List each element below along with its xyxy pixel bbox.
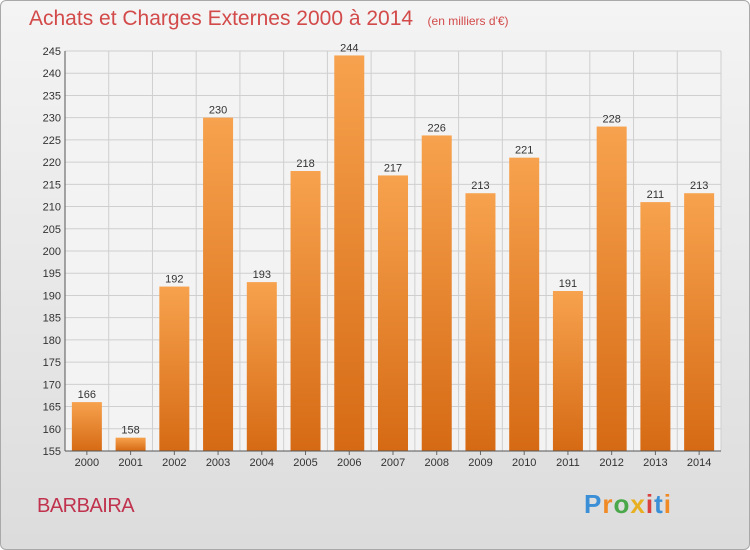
- x-tick-label: 2001: [118, 457, 142, 469]
- x-tick-label: 2014: [687, 457, 711, 469]
- brand-letter: t: [654, 489, 664, 519]
- y-tick-label: 160: [43, 424, 61, 436]
- x-tick-label: 2012: [599, 457, 623, 469]
- y-tick-label: 155: [43, 446, 61, 458]
- y-tick-label: 190: [43, 290, 61, 302]
- x-tick-label: 2000: [75, 457, 99, 469]
- y-tick-label: 180: [43, 335, 61, 347]
- y-tick-label: 235: [43, 90, 61, 102]
- labels: 155 160 165 170 175 180 185 190 195 200 205 210 215 2…: [43, 42, 712, 469]
- axes: [64, 51, 721, 455]
- bar: [684, 193, 715, 451]
- chart-title: Achats et Charges Externes 2000 à 2014: [29, 7, 414, 30]
- x-tick-label: 2006: [337, 457, 361, 469]
- y-tick-label: 240: [43, 68, 61, 80]
- bar-value-label: 213: [471, 180, 489, 192]
- y-tick-label: 225: [43, 135, 61, 147]
- x-tick-label: 2002: [162, 457, 186, 469]
- bar-value-label: 218: [296, 158, 314, 170]
- brand-letter: i: [645, 489, 655, 519]
- bar-series: [71, 55, 715, 452]
- bar: [115, 437, 146, 451]
- bar: [421, 135, 452, 451]
- bar-value-label: 166: [78, 389, 96, 401]
- brand-letter: x: [630, 489, 646, 519]
- bar-value-label: 228: [602, 114, 620, 126]
- x-tick-label: 2007: [381, 457, 405, 469]
- y-tick-label: 185: [43, 313, 61, 325]
- brand-letter: r: [602, 489, 614, 519]
- x-tick-label: 2004: [250, 457, 274, 469]
- bar: [246, 282, 277, 451]
- bar-value-label: 221: [515, 145, 533, 157]
- y-tick-label: 170: [43, 379, 61, 391]
- bar-value-label: 193: [253, 269, 271, 281]
- brand-letter: o: [613, 489, 631, 519]
- bar: [552, 291, 583, 451]
- bar-value-label: 230: [209, 105, 227, 117]
- bar-value-label: 226: [428, 122, 446, 134]
- x-tick-label: 2005: [293, 457, 317, 469]
- bar-value-label: 192: [165, 274, 183, 286]
- bar-value-label: 213: [690, 180, 708, 192]
- brand-logo: Proxiti: [584, 489, 672, 520]
- y-tick-label: 200: [43, 246, 61, 258]
- y-tick-label: 165: [43, 402, 61, 414]
- bar-value-label: 217: [384, 162, 402, 174]
- bar: [159, 286, 190, 451]
- y-tick-label: 215: [43, 179, 61, 191]
- bar: [290, 171, 321, 451]
- y-tick-label: 245: [43, 46, 61, 58]
- y-tick-label: 230: [43, 113, 61, 125]
- x-tick-label: 2009: [468, 457, 492, 469]
- bar: [640, 202, 671, 451]
- brand-letter: i: [663, 489, 672, 519]
- bar: [334, 55, 365, 451]
- chart-title-group: Achats et Charges Externes 2000 à 2014 (…: [29, 7, 509, 31]
- bar: [465, 193, 496, 451]
- bar-value-label: 211: [647, 189, 665, 201]
- bar: [203, 117, 234, 452]
- bar: [71, 402, 102, 451]
- bar-value-label: 158: [121, 425, 139, 437]
- y-tick-label: 220: [43, 157, 61, 169]
- x-tick-label: 2011: [556, 457, 580, 469]
- x-tick-label: 2008: [424, 457, 448, 469]
- bar: [509, 157, 540, 451]
- brand-letter: P: [584, 489, 603, 519]
- commune-name: BARBAIRA: [37, 495, 135, 517]
- y-tick-label: 205: [43, 224, 61, 236]
- y-tick-label: 175: [43, 357, 61, 369]
- y-tick-label: 210: [43, 202, 61, 214]
- bar: [596, 126, 627, 452]
- bar-value-label: 191: [559, 278, 577, 290]
- x-tick-label: 2010: [512, 457, 536, 469]
- y-tick-label: 195: [43, 268, 61, 280]
- bar: [378, 175, 408, 451]
- bar-value-label: 244: [340, 42, 358, 54]
- chart-subtitle: (en milliers d'€): [427, 14, 509, 28]
- x-tick-label: 2003: [206, 457, 230, 469]
- x-tick-label: 2013: [643, 457, 667, 469]
